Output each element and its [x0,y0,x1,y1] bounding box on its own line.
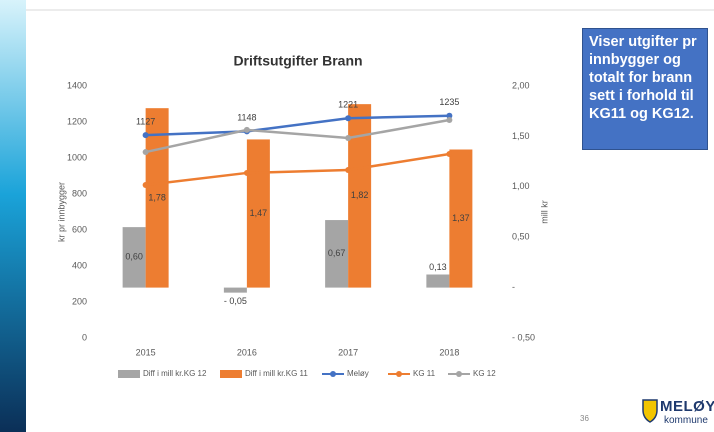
y-tick-label: 400 [72,260,87,270]
line-marker [142,149,149,156]
bar [122,227,146,288]
line-marker [142,182,149,188]
line-marker [446,117,453,124]
bar-value-label: 0,60 [125,252,143,262]
y-tick-label: 1200 [67,116,87,126]
bar-value-label: 1,47 [250,208,268,218]
y-tick-label: 800 [72,188,87,198]
logo-shield [642,399,658,423]
line-marker [446,151,453,158]
y-tick-label: 1400 [67,80,87,90]
y-tick-label: 200 [72,296,87,306]
line-value-label: 1127 [136,117,155,127]
line-value-label: 1221 [338,100,358,110]
y-axis-title: kr pr innbygger [56,182,66,242]
info-box: Viser utgifter pr innbygger og totalt fo… [582,28,708,150]
side-bar [0,0,26,432]
logo-sub: kommune [664,415,708,426]
chart-title: Driftsutgifter Brann [233,53,362,69]
line-marker [345,115,352,122]
y2-tick-label: 2,00 [512,80,530,90]
line [145,118,450,154]
bar [325,220,349,288]
line-marker [345,167,352,174]
legend-label: KG 12 [473,369,496,378]
page-number: 36 [580,414,589,423]
y2-tick-label: 1,00 [512,181,530,191]
line-value-label: 1235 [439,97,459,107]
legend-label: Diff i mill kr.KG 11 [245,369,308,378]
legend-marker [456,371,462,377]
x-tick-label: 2016 [237,347,257,357]
bar [246,139,270,288]
line-marker [345,135,352,142]
y2-tick-label: 1,50 [512,131,530,141]
legend-swatch [118,370,140,378]
legend-label: Diff i mill kr.KG 12 [143,369,207,378]
line-marker [142,132,149,139]
legend-marker [396,371,402,377]
line-value-label: 1148 [237,113,256,123]
y-tick-label: 1000 [67,152,87,162]
legend-label: KG 11 [413,369,436,378]
bar [426,274,450,288]
bar [449,149,473,288]
y2-tick-label: 0,50 [512,232,530,242]
x-tick-label: 2017 [338,347,358,357]
y-tick-label: 600 [72,224,87,234]
y2-tick-label: - [512,282,515,292]
line-marker [446,112,453,119]
bar-value-label: 0,13 [429,262,447,272]
bar [145,108,169,288]
bar [223,287,247,293]
bar-value-label: 0,67 [328,248,346,258]
line-marker [243,169,250,176]
bar [348,104,372,288]
bar-value-label: 1,82 [351,190,369,200]
legend-swatch [220,370,242,378]
y2-axis-title: mill kr [539,200,549,224]
bar-value-label: 1,37 [452,213,470,223]
y-tick-label: 0 [82,332,87,342]
line-marker [243,126,250,133]
y2-tick-label: - 0,50 [512,332,535,342]
bar-value-label: - 0,05 [224,296,247,306]
x-tick-label: 2015 [136,347,156,357]
logo-name: MELØY [660,398,714,415]
bar-value-label: 1,78 [148,192,166,202]
legend-marker [330,371,336,377]
x-tick-label: 2018 [439,347,459,357]
legend-label: Meløy [347,369,369,378]
line [145,114,450,137]
line [145,152,450,187]
